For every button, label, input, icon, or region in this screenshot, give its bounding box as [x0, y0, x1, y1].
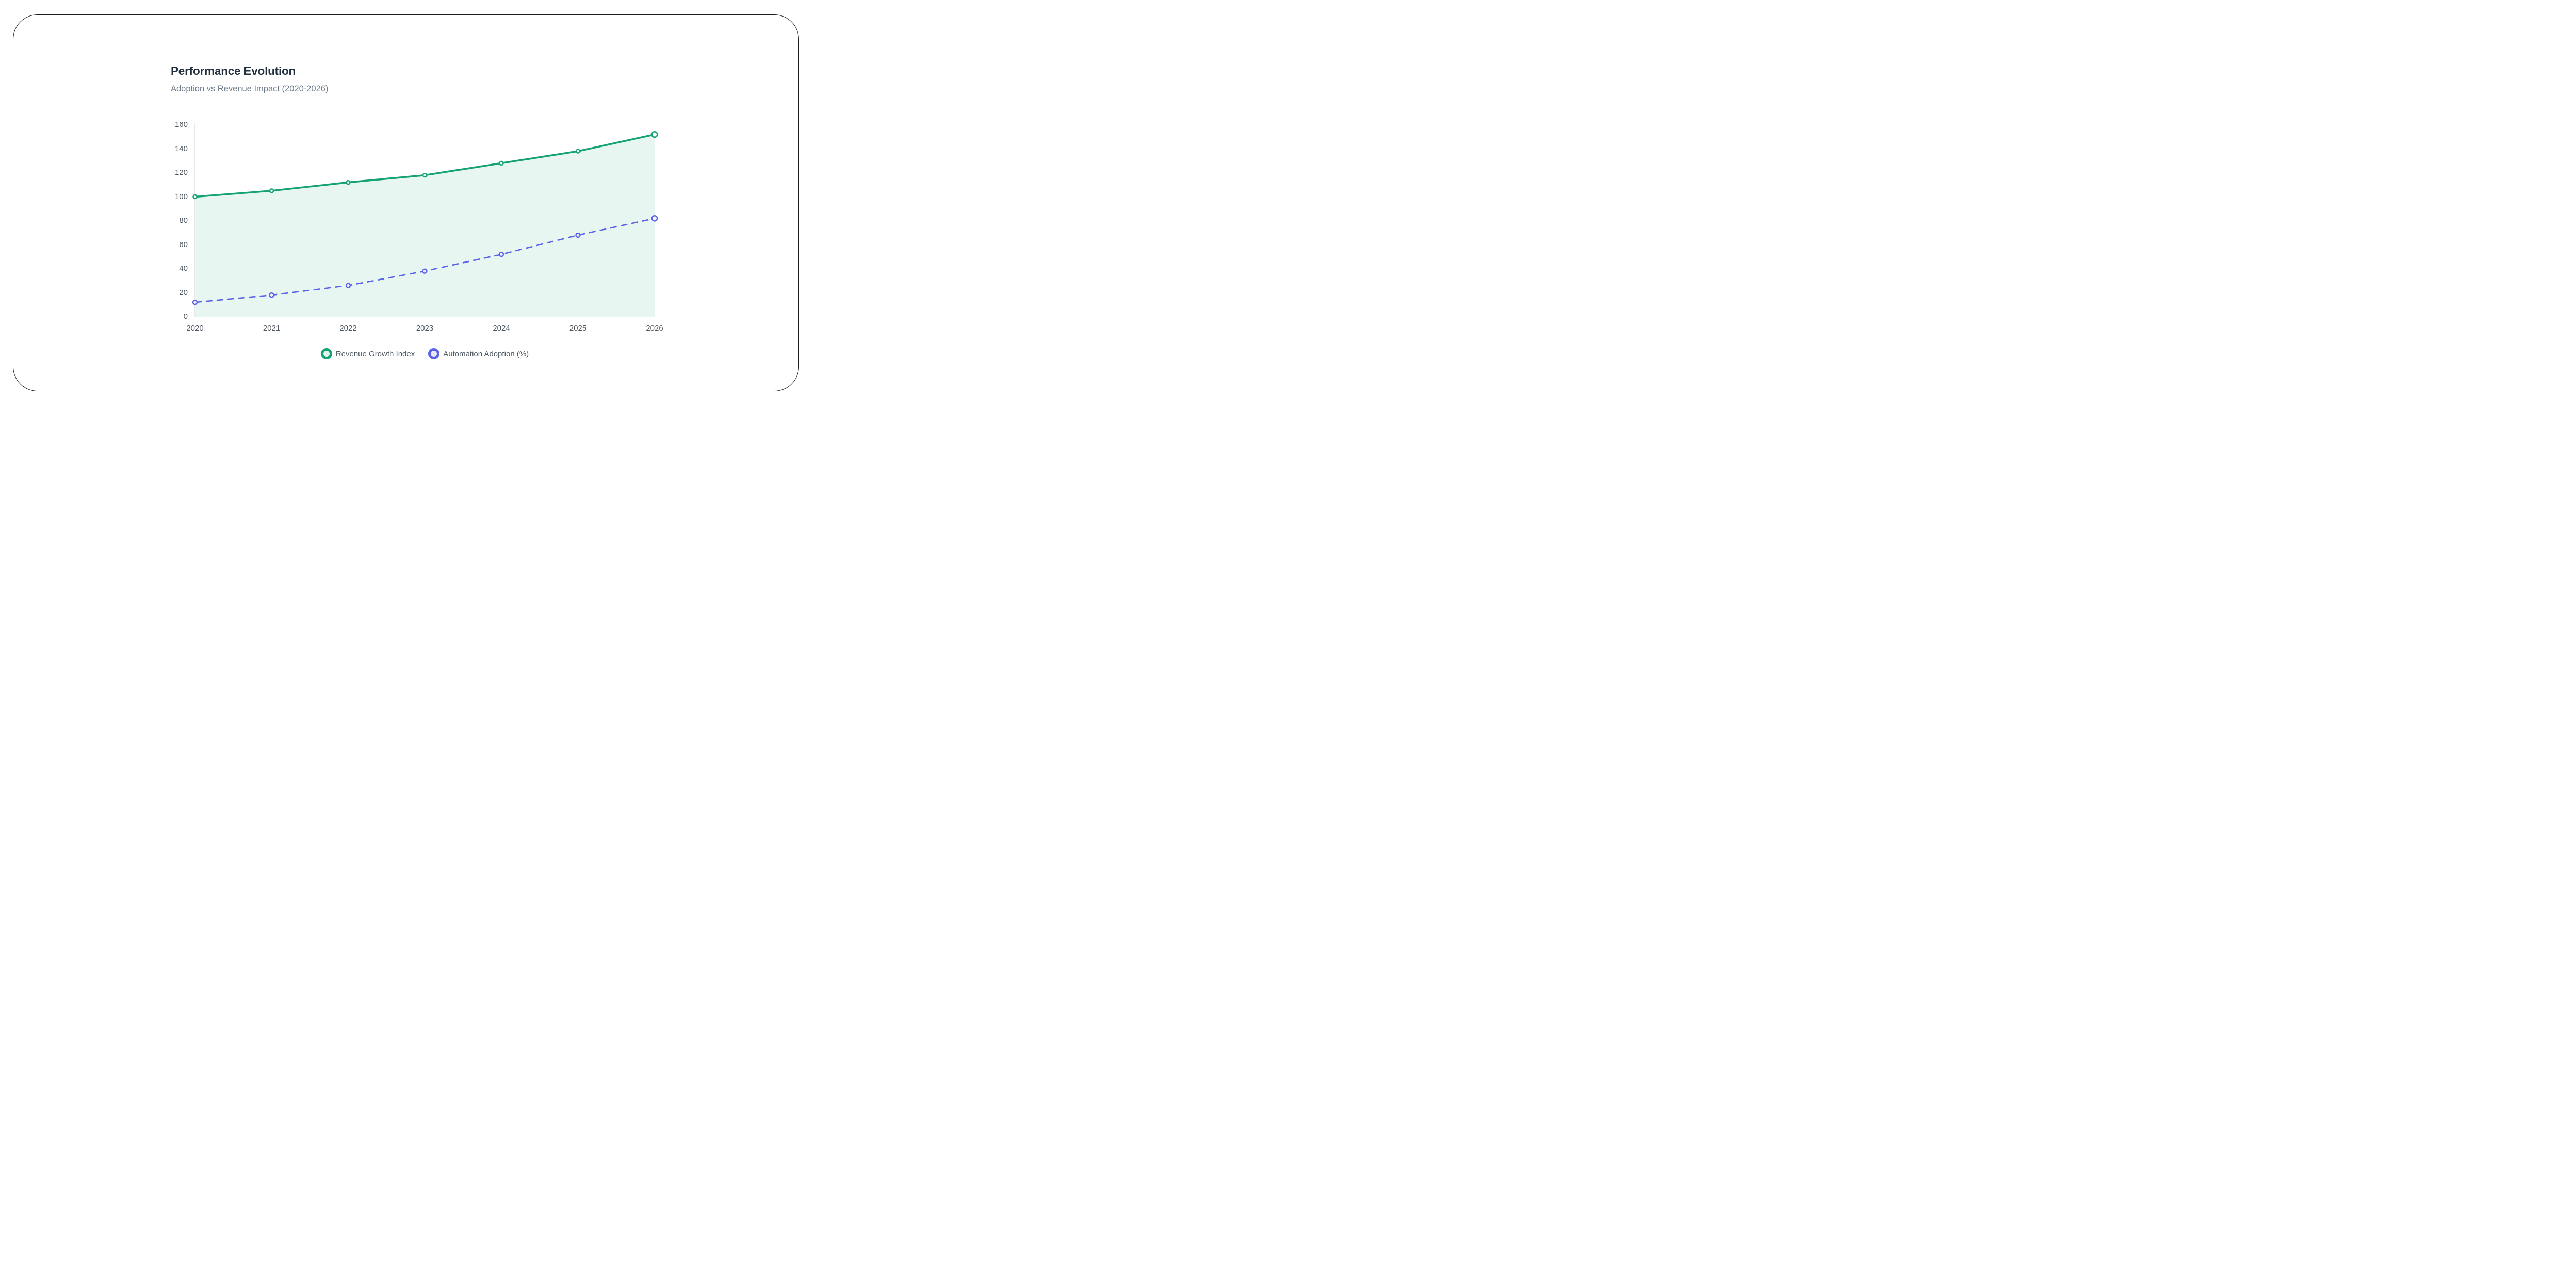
x-axis-tick-label: 2022 [339, 324, 357, 333]
y-axis-tick-label: 120 [174, 168, 188, 177]
y-axis-tick-label: 20 [179, 288, 188, 297]
legend-label: Revenue Growth Index [335, 349, 415, 358]
data-point-adoption-2025[interactable] [575, 232, 581, 238]
data-point-revenue-2024[interactable] [499, 160, 504, 166]
data-point-adoption-2023[interactable] [422, 268, 428, 274]
revenue-growth-legend-swatch-icon [320, 348, 332, 359]
x-axis-tick-label: 2023 [416, 324, 434, 333]
chart-subtitle: Adoption vs Revenue Impact (2020-2026) [171, 84, 329, 93]
line-chart-canvas [192, 123, 658, 317]
data-point-revenue-2020[interactable] [192, 194, 198, 200]
data-point-adoption-2026[interactable] [651, 215, 658, 222]
data-point-revenue-2025[interactable] [575, 149, 581, 154]
y-axis-tick-label: 0 [183, 312, 188, 321]
y-axis-tick-label: 80 [179, 216, 188, 225]
x-axis-tick-label: 2026 [646, 324, 663, 333]
data-point-revenue-2021[interactable] [269, 188, 274, 193]
x-axis-tick-label: 2020 [186, 324, 204, 333]
chart-title: Performance Evolution [171, 64, 296, 77]
data-point-revenue-2023[interactable] [422, 172, 428, 178]
x-axis-tick-label: 2025 [569, 324, 587, 333]
data-point-revenue-2026[interactable] [651, 130, 658, 138]
chart-legend: Revenue Growth Index Automation Adoption… [195, 348, 655, 359]
screenshot-stage: Performance Evolution Adoption vs Revenu… [0, 0, 809, 401]
x-axis-tick-label: 2024 [493, 324, 510, 333]
data-point-adoption-2022[interactable] [345, 283, 351, 288]
y-axis-tick-label: 140 [174, 144, 188, 153]
data-point-adoption-2021[interactable] [269, 292, 274, 298]
legend-item-automation-adoption[interactable]: Automation Adoption (%) [428, 348, 529, 359]
data-point-adoption-2020[interactable] [192, 299, 198, 305]
automation-adoption-legend-swatch-icon [428, 348, 440, 359]
data-point-adoption-2024[interactable] [498, 251, 504, 257]
x-axis-tick-label: 2021 [263, 324, 281, 333]
revenue-area-fill [195, 134, 655, 317]
legend-item-revenue-growth-index[interactable]: Revenue Growth Index [320, 348, 415, 359]
data-point-revenue-2022[interactable] [346, 179, 351, 185]
y-axis-tick-label: 40 [179, 264, 188, 273]
window-frame: Performance Evolution Adoption vs Revenu… [13, 14, 799, 391]
y-axis-tick-label: 60 [179, 240, 188, 249]
y-axis-tick-label: 160 [174, 120, 188, 129]
y-axis-tick-label: 100 [174, 192, 188, 201]
legend-label: Automation Adoption (%) [443, 349, 529, 358]
